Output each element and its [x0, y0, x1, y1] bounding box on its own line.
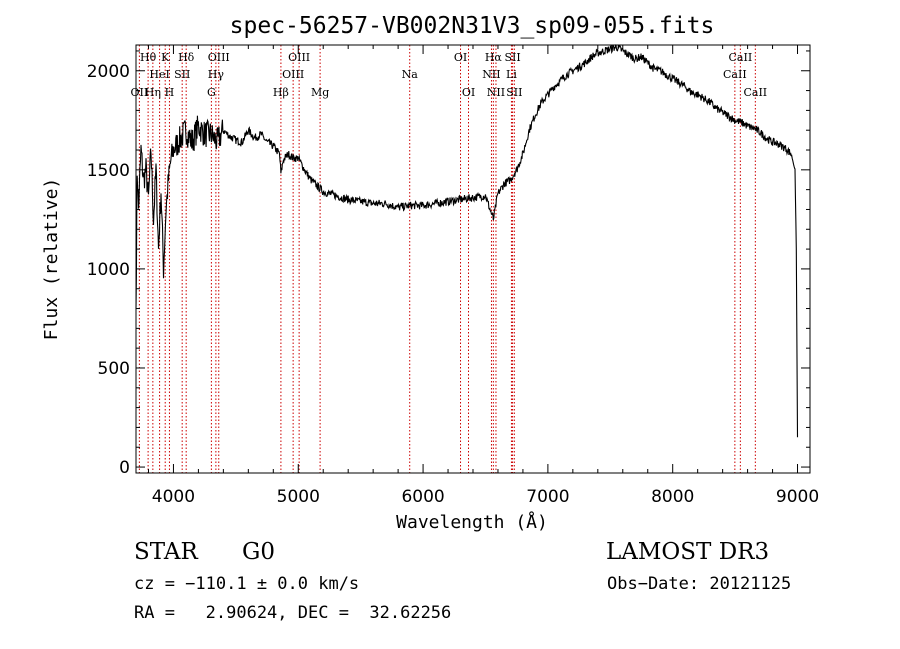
x-tick-label-5: 9000: [776, 487, 819, 507]
observation-date: Obs−Date: 20121125: [607, 574, 792, 594]
line-label-17: OI: [462, 86, 475, 99]
line-label-3: HeI: [149, 68, 169, 81]
line-label-5: H: [165, 86, 175, 99]
chart-title: spec-56257-VB002N31V3_sp09-055.fits: [230, 13, 715, 39]
ra-dec-coordinates: RA = 2.90624, DEC = 32.62256: [134, 603, 452, 623]
line-label-2: Hη: [145, 86, 161, 99]
y-tick-label-4: 2000: [87, 62, 130, 82]
x-tick-label-4: 8000: [651, 487, 694, 507]
line-label-21: SII: [504, 51, 520, 64]
line-label-15: Na: [402, 68, 419, 81]
survey-name: LAMOST DR3: [606, 539, 770, 565]
line-label-12: OIII: [288, 51, 310, 64]
x-axis: 4000 5000 6000 7000 8000 9000: [147, 45, 819, 507]
line-label-14: Mg: [311, 86, 329, 99]
object-class: STAR: [134, 539, 198, 565]
line-label-20: NII: [487, 86, 505, 99]
line-label-19: NII: [482, 68, 500, 81]
line-label-8: OIII: [208, 51, 230, 64]
line-label-7: Hδ: [178, 51, 195, 64]
y-axis: 0 500 1000 1500 2000: [87, 50, 810, 478]
line-label-1: OII: [131, 86, 149, 99]
line-label-10: G: [207, 86, 216, 99]
line-label-25: CaII: [723, 68, 747, 81]
spectral-line-markers: [138, 45, 756, 473]
spectrum-series-line: [135, 44, 799, 438]
line-label-16: OI: [454, 51, 467, 64]
y-tick-label-1: 500: [98, 359, 130, 379]
x-axis-label: Wavelength (Å): [396, 511, 548, 533]
x-tick-label-2: 6000: [401, 487, 444, 507]
line-label-9: Hγ: [208, 68, 225, 81]
line-label-18: Hα: [485, 51, 503, 64]
line-label-22: Li: [506, 68, 517, 81]
line-label-13: OIII: [282, 68, 304, 81]
line-label-6: SII: [174, 68, 190, 81]
line-label-23: SII: [506, 86, 522, 99]
y-tick-label-0: 0: [119, 458, 130, 478]
line-label-24: CaII: [729, 51, 753, 64]
line-label-4: K: [161, 51, 170, 64]
object-subclass: G0: [242, 539, 276, 565]
y-axis-label: Flux (relative): [41, 178, 62, 341]
x-tick-label-0: 4000: [152, 487, 195, 507]
plot-frame: [135, 44, 811, 474]
y-tick-label-3: 1500: [87, 161, 130, 181]
y-tick-label-2: 1000: [87, 260, 130, 280]
line-label-26: CaII: [743, 86, 767, 99]
spectrum-chart: spec-56257-VB002N31V3_sp09-055.fits Hθ OI…: [41, 13, 819, 533]
line-label-11: Hβ: [273, 86, 289, 99]
line-label-0: Hθ: [140, 51, 157, 64]
x-tick-label-3: 7000: [526, 487, 569, 507]
x-tick-label-1: 5000: [277, 487, 320, 507]
redshift-cz: cz = −110.1 ± 0.0 km/s: [134, 574, 360, 594]
